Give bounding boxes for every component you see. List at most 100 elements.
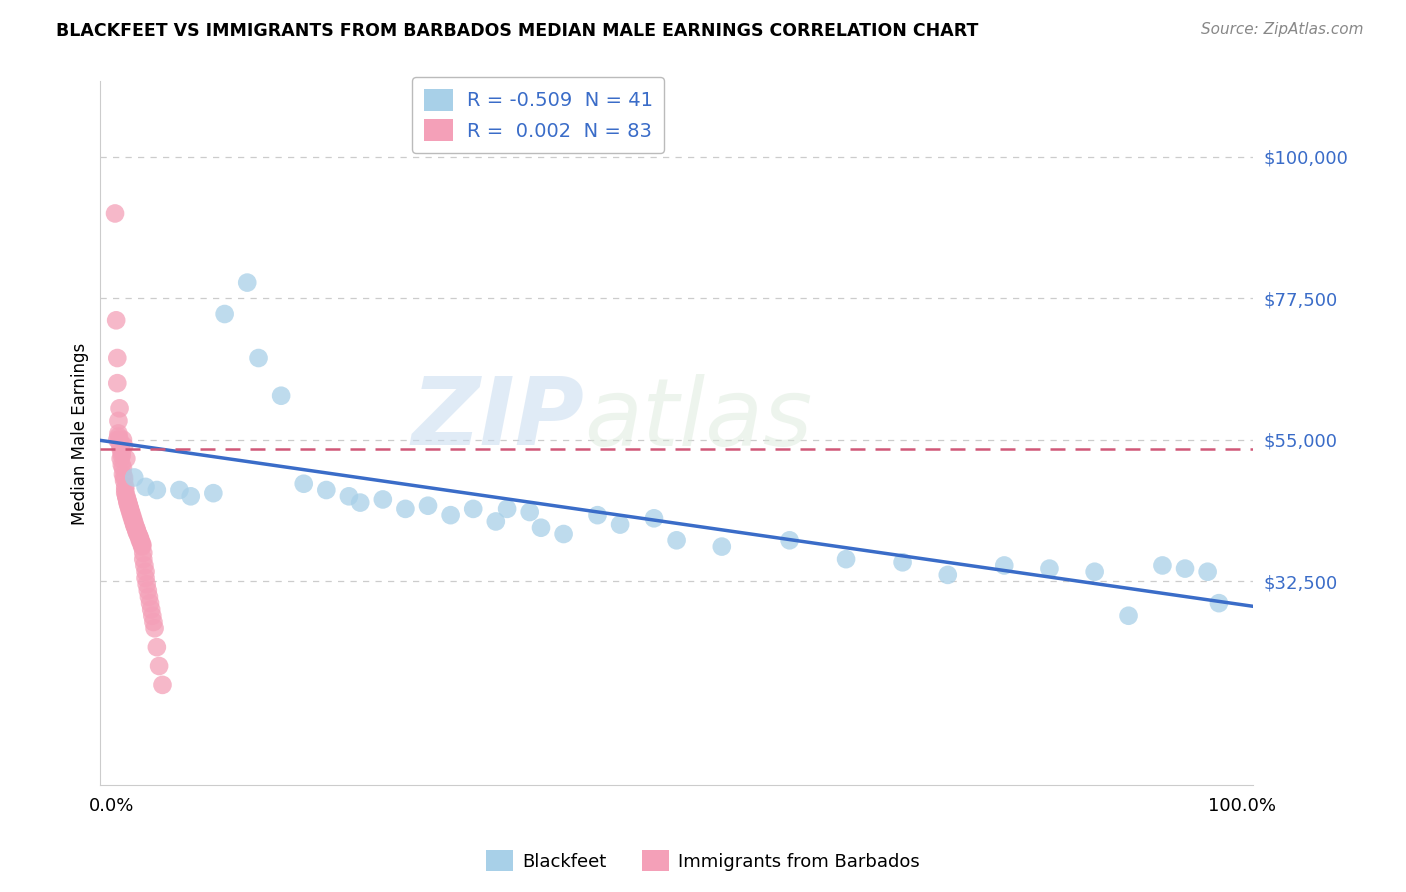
Point: [107, 414, 129, 428]
Point: [349, 495, 371, 509]
Point: [129, 532, 152, 546]
Point: [132, 552, 155, 566]
Point: [104, 206, 127, 220]
Point: [131, 538, 153, 552]
Point: [394, 501, 416, 516]
Point: [125, 523, 148, 537]
Point: [710, 540, 733, 554]
Point: [1197, 565, 1219, 579]
Point: [142, 615, 165, 629]
Point: [993, 558, 1015, 573]
Point: [110, 442, 132, 457]
Point: [105, 313, 128, 327]
Point: [120, 504, 142, 518]
Point: [135, 571, 157, 585]
Point: [127, 525, 149, 540]
Point: [202, 486, 225, 500]
Point: [111, 461, 134, 475]
Point: [117, 497, 139, 511]
Point: [1038, 561, 1060, 575]
Point: [129, 534, 152, 549]
Point: [292, 476, 315, 491]
Point: [122, 512, 145, 526]
Point: [112, 439, 135, 453]
Point: [121, 509, 143, 524]
Point: [146, 640, 169, 655]
Point: [665, 533, 688, 548]
Point: [111, 445, 134, 459]
Point: [120, 507, 142, 521]
Point: [136, 583, 159, 598]
Point: [139, 596, 162, 610]
Text: BLACKFEET VS IMMIGRANTS FROM BARBADOS MEDIAN MALE EARNINGS CORRELATION CHART: BLACKFEET VS IMMIGRANTS FROM BARBADOS ME…: [56, 22, 979, 40]
Point: [115, 491, 138, 505]
Point: [108, 401, 131, 416]
Point: [108, 433, 131, 447]
Point: [835, 552, 858, 566]
Point: [134, 558, 156, 573]
Point: [124, 521, 146, 535]
Point: [131, 540, 153, 554]
Point: [131, 537, 153, 551]
Point: [530, 521, 553, 535]
Point: [143, 621, 166, 635]
Point: [114, 480, 136, 494]
Legend: Blackfeet, Immigrants from Barbados: Blackfeet, Immigrants from Barbados: [478, 843, 928, 879]
Point: [111, 449, 134, 463]
Point: [122, 513, 145, 527]
Point: [108, 436, 131, 450]
Point: [1084, 565, 1107, 579]
Point: [124, 519, 146, 533]
Point: [122, 516, 145, 530]
Point: [1174, 561, 1197, 575]
Point: [129, 531, 152, 545]
Point: [111, 467, 134, 482]
Point: [117, 500, 139, 514]
Point: [146, 483, 169, 497]
Point: [936, 567, 959, 582]
Point: [118, 503, 141, 517]
Text: Source: ZipAtlas.com: Source: ZipAtlas.com: [1201, 22, 1364, 37]
Point: [169, 483, 191, 497]
Point: [117, 494, 139, 508]
Point: [247, 351, 270, 365]
Point: [779, 533, 801, 548]
Point: [553, 527, 575, 541]
Point: [110, 451, 132, 466]
Point: [121, 508, 143, 523]
Point: [115, 451, 138, 466]
Point: [114, 483, 136, 497]
Text: atlas: atlas: [585, 374, 813, 465]
Point: [114, 486, 136, 500]
Point: [129, 533, 152, 548]
Point: [138, 590, 160, 604]
Point: [891, 555, 914, 569]
Point: [111, 458, 134, 472]
Point: [148, 659, 170, 673]
Point: [112, 474, 135, 488]
Point: [121, 510, 143, 524]
Point: [485, 515, 508, 529]
Point: [128, 528, 150, 542]
Point: [643, 511, 665, 525]
Point: [132, 546, 155, 560]
Point: [152, 678, 174, 692]
Point: [107, 429, 129, 443]
Point: [105, 351, 128, 365]
Point: [416, 499, 439, 513]
Point: [105, 376, 128, 391]
Point: [236, 276, 259, 290]
Point: [120, 506, 142, 520]
Point: [270, 389, 292, 403]
Point: [180, 489, 202, 503]
Point: [127, 527, 149, 541]
Point: [118, 500, 141, 515]
Point: [1208, 596, 1230, 610]
Point: [371, 492, 394, 507]
Point: [112, 470, 135, 484]
Point: [125, 522, 148, 536]
Point: [586, 508, 609, 523]
Point: [1118, 608, 1140, 623]
Point: [337, 489, 360, 503]
Point: [107, 426, 129, 441]
